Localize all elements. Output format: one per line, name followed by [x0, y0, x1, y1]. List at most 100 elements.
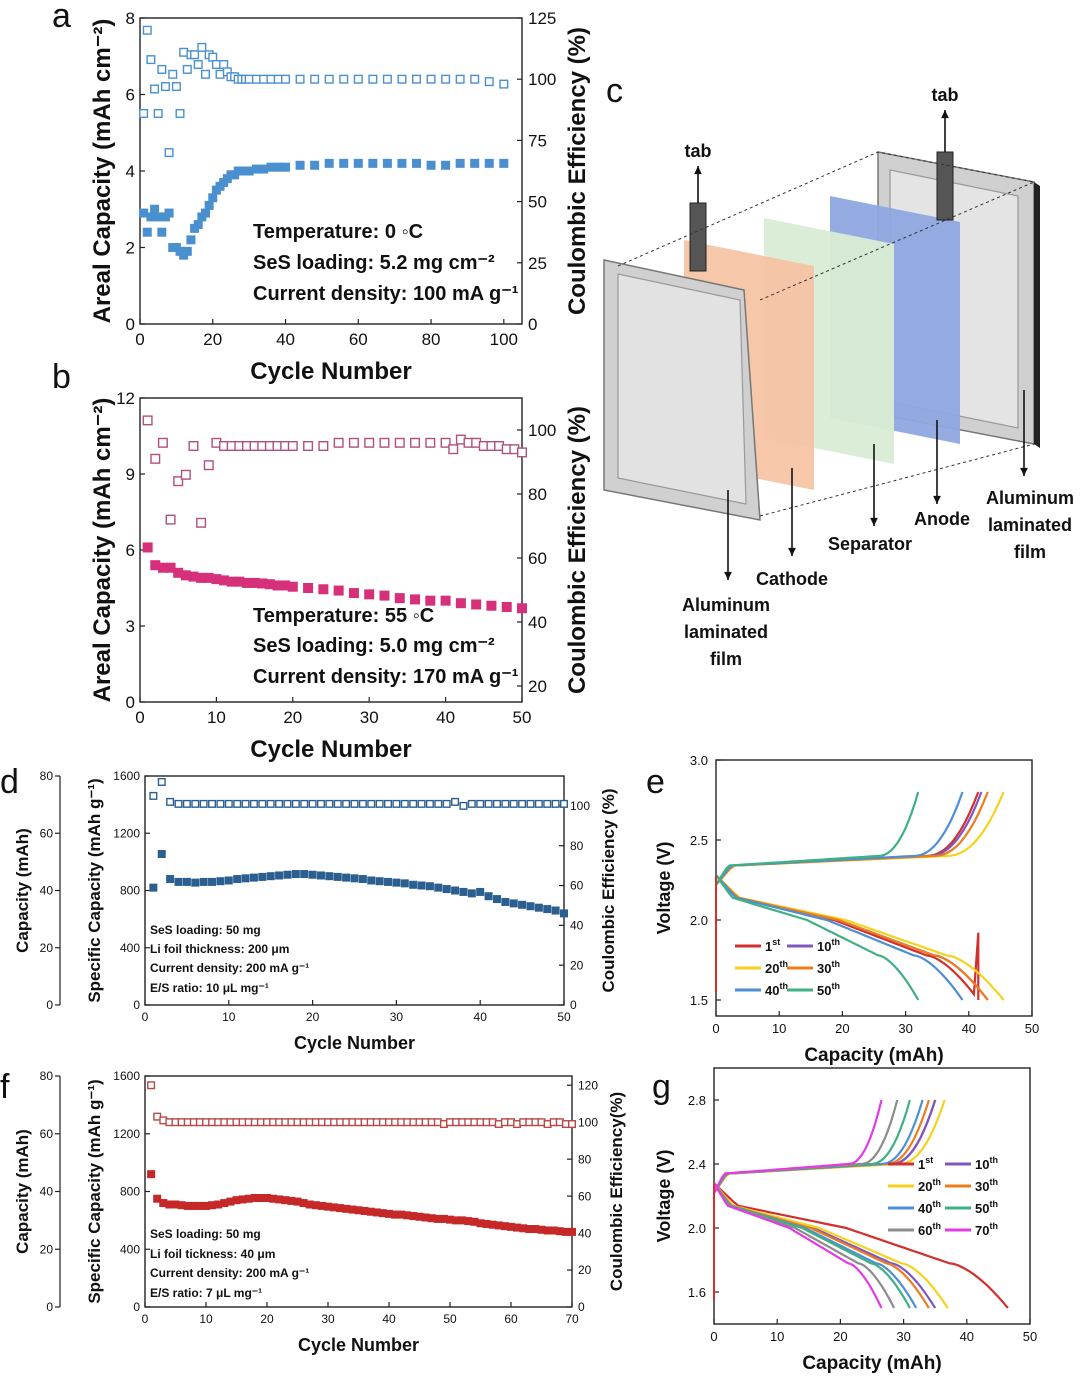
label-film-left: film [710, 649, 742, 669]
data-point [196, 572, 207, 583]
y2-tick-label: 40 [578, 1226, 592, 1240]
y0-axis-label: Capacity (mAh) [13, 1129, 32, 1254]
data-point [199, 877, 208, 886]
y-tick-label: 1.5 [690, 993, 708, 1008]
data-point [157, 850, 166, 859]
data-point [482, 1219, 491, 1228]
data-point [375, 799, 384, 808]
x-tick-label: 60 [349, 330, 368, 349]
data-point [257, 578, 268, 589]
data-point [476, 799, 485, 808]
label-film-left: Aluminum [682, 595, 770, 615]
data-point [333, 799, 342, 808]
data-point [325, 799, 334, 808]
data-point [177, 1201, 186, 1210]
data-point [188, 441, 199, 452]
x-axis-label: Cycle Number [294, 1033, 415, 1053]
data-point [241, 799, 250, 808]
legend-superscript: th [932, 1221, 941, 1231]
discharge-curve [713, 1182, 896, 1309]
data-point [342, 799, 351, 808]
y-tick-label: 0 [133, 998, 140, 1012]
y2-tick-label: 0 [528, 315, 537, 334]
label-separator: Separator [828, 534, 912, 554]
data-point [367, 876, 376, 885]
annotation: Li foil thickness: 200 μm [150, 942, 289, 956]
data-point [501, 602, 512, 612]
data-point [153, 108, 163, 118]
data-point [283, 799, 292, 808]
y-tick-label: 400 [120, 941, 140, 955]
arrow-film-right-head [1020, 467, 1028, 476]
data-point [251, 74, 261, 84]
panel-label-b: b [52, 358, 71, 396]
data-point [379, 437, 390, 448]
data-point [300, 799, 309, 808]
data-point [537, 1225, 546, 1234]
data-point [180, 469, 191, 480]
data-point [165, 1200, 174, 1209]
y0-tick-label: 40 [40, 884, 54, 898]
legend-label: 60th [918, 1221, 941, 1238]
data-point [204, 200, 214, 210]
data-point [353, 74, 363, 84]
discharge-curve [713, 1182, 1009, 1309]
data-point [266, 162, 276, 172]
y-tick-label: 4 [126, 162, 135, 181]
data-point [494, 1221, 503, 1230]
series-10th [713, 1099, 937, 1309]
data-point [153, 1194, 162, 1203]
discharge-curve [713, 1182, 883, 1309]
charge-curve [715, 791, 964, 886]
data-point [518, 799, 527, 808]
y-tick-label: 8 [126, 9, 135, 28]
y-tick-label: 1.6 [688, 1285, 706, 1300]
data-point [353, 158, 363, 168]
data-point [426, 160, 436, 170]
data-point [219, 575, 230, 586]
data-point [455, 598, 466, 609]
label-cathode: Cathode [756, 569, 828, 589]
y0-tick-label: 0 [46, 998, 53, 1012]
data-point [471, 599, 482, 610]
x-tick-label: 30 [390, 1010, 404, 1024]
y-tick-label: 0 [133, 1300, 140, 1314]
legend-superscript: th [831, 981, 840, 991]
data-point [180, 570, 191, 581]
chart-g: 0 10 20 30 40 50 1.6 2.0 2.4 2.8 Voltage (V) Capaci… [654, 1067, 1037, 1374]
x-axis-label: Cycle Number [298, 1335, 419, 1355]
y2-tick-label: 60 [570, 879, 584, 893]
data-point [525, 1225, 534, 1234]
data-point [146, 55, 156, 65]
data-point [224, 876, 233, 885]
y2-tick-label: 20 [528, 677, 547, 696]
arrow-anode-head [933, 495, 941, 504]
data-point [150, 204, 160, 214]
y-tick-label: 2.0 [690, 913, 708, 928]
x-tick-label: 70 [565, 1312, 579, 1326]
data-point [348, 588, 359, 599]
data-point [348, 437, 359, 448]
data-point [164, 208, 174, 218]
data-point [303, 583, 314, 593]
data-point [233, 875, 242, 884]
panel-label-f: f [0, 1068, 10, 1106]
data-point [244, 74, 254, 84]
data-point [259, 74, 269, 84]
data-point [280, 580, 291, 591]
series-50th [713, 1099, 911, 1309]
data-point [421, 1213, 430, 1222]
x-tick-label: 20 [260, 1312, 274, 1326]
chart-e: 0 10 20 30 40 50 1.5 2.0 2.5 3.0 Voltage (V) Capaci… [654, 753, 1039, 1066]
x-axis-label: Capacity (mAh) [802, 1353, 941, 1374]
data-point [415, 1212, 424, 1221]
data-point [287, 581, 298, 592]
data-point [488, 1220, 497, 1229]
data-point [233, 799, 242, 808]
discharge-curve [713, 1182, 949, 1309]
legend-superscript: th [989, 1221, 998, 1231]
y2-tick-label: 20 [578, 1263, 592, 1277]
data-point [266, 872, 275, 881]
y0-tick-label: 80 [40, 1069, 54, 1083]
data-point [397, 1210, 406, 1219]
